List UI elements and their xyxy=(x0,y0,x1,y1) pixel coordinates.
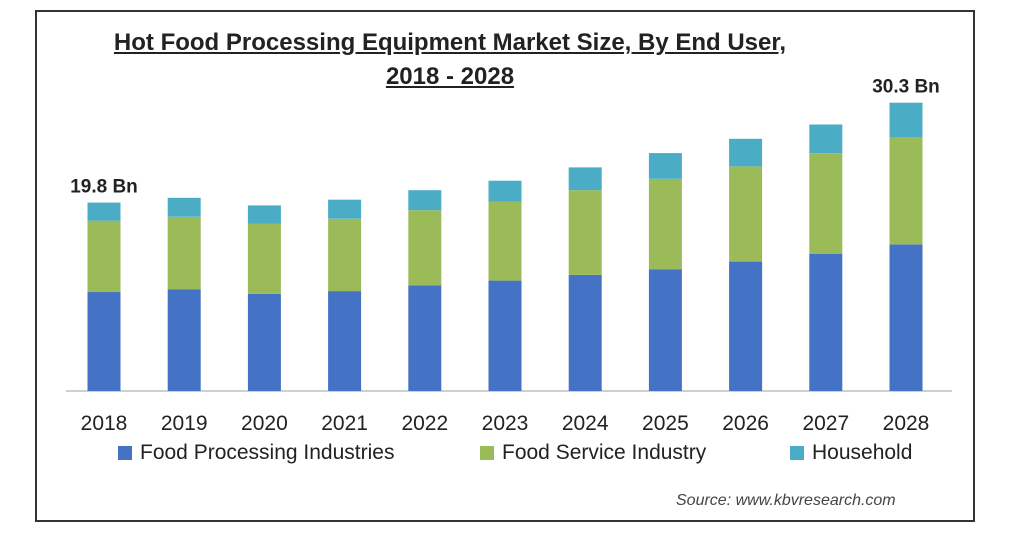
legend-item-2: Household xyxy=(790,438,912,468)
x-tick-label-2024: 2024 xyxy=(562,412,609,435)
bar-2021-series-1 xyxy=(328,218,362,292)
bar-2024-series-2 xyxy=(568,167,602,191)
bar-2021-series-2 xyxy=(328,199,362,219)
bar-2027-series-2 xyxy=(809,124,843,153)
bars-layer xyxy=(87,102,923,391)
legend-swatch-2 xyxy=(790,446,804,460)
bar-2018-series-2 xyxy=(87,202,121,221)
bar-2021-series-0 xyxy=(328,291,362,391)
source-note: Source: www.kbvresearch.com xyxy=(676,492,896,509)
x-tick-label-2019: 2019 xyxy=(161,412,208,435)
legend-label-0: Food Processing Industries xyxy=(140,441,395,464)
x-tick-labels: 2018 2019 2020 2021 2022 2023 2024 2025 2026 2027… xyxy=(81,412,930,435)
bar-2020-series-1 xyxy=(247,223,281,294)
x-tick-label-2026: 2026 xyxy=(722,412,769,435)
x-tick-label-2021: 2021 xyxy=(321,412,368,435)
bar-2022-series-0 xyxy=(408,285,442,391)
bar-2028-series-1 xyxy=(889,136,923,245)
legend-label-2: Household xyxy=(812,441,913,464)
x-tick-label-2022: 2022 xyxy=(401,412,448,435)
x-tick-label-2028: 2028 xyxy=(883,412,930,435)
bar-2019-series-2 xyxy=(167,197,201,217)
x-tick-label-2027: 2027 xyxy=(802,412,849,435)
data-labels: 19.8 Bn 30.3 Bn xyxy=(70,77,940,198)
legend-item-0: Food Processing Industries xyxy=(118,438,394,468)
data-label-2028: 30.3 Bn xyxy=(872,77,940,98)
bar-2020-series-0 xyxy=(247,293,281,391)
bar-2025-series-1 xyxy=(648,178,682,270)
bar-2018-series-1 xyxy=(87,220,121,293)
bar-2020-series-2 xyxy=(247,205,281,224)
bar-2025-series-2 xyxy=(648,153,682,179)
bar-2027-series-0 xyxy=(809,254,843,391)
bar-2027-series-1 xyxy=(809,153,843,254)
bar-2023-series-1 xyxy=(488,201,522,281)
legend-swatch-1 xyxy=(480,446,494,460)
bar-2028-series-2 xyxy=(889,102,923,137)
legend: Food Processing Industries Food Service I… xyxy=(0,438,1024,468)
data-label-2018: 19.8 Bn xyxy=(70,177,138,198)
bar-2028-series-0 xyxy=(889,244,923,391)
x-tick-label-2018: 2018 xyxy=(81,412,128,435)
x-tick-label-2023: 2023 xyxy=(482,412,529,435)
bar-2026-series-1 xyxy=(729,166,763,262)
x-tick-label-2020: 2020 xyxy=(241,412,288,435)
bar-2023-series-0 xyxy=(488,280,522,391)
x-tick-label-2025: 2025 xyxy=(642,412,689,435)
legend-item-1: Food Service Industry xyxy=(480,438,706,468)
bar-2018-series-0 xyxy=(87,292,121,391)
bar-2026-series-0 xyxy=(729,261,763,391)
bar-2023-series-2 xyxy=(488,180,522,202)
bar-2024-series-1 xyxy=(568,190,602,275)
bar-2019-series-0 xyxy=(167,289,201,391)
bar-2026-series-2 xyxy=(729,138,763,167)
bar-2025-series-0 xyxy=(648,269,682,391)
legend-label-1: Food Service Industry xyxy=(502,441,707,464)
bar-2024-series-0 xyxy=(568,274,602,391)
bar-2019-series-1 xyxy=(167,216,201,290)
bar-2022-series-2 xyxy=(408,190,442,211)
bar-2022-series-1 xyxy=(408,210,442,286)
chart-title: Hot Food Processing Equipment Market Siz… xyxy=(113,29,787,90)
legend-swatch-0 xyxy=(118,446,132,460)
